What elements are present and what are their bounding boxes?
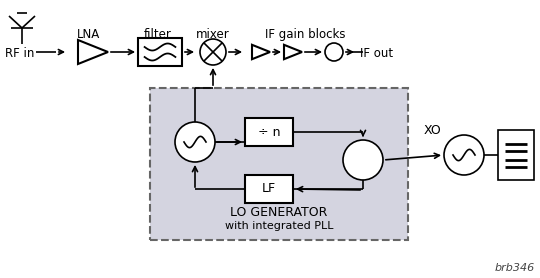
Text: brb346: brb346 — [495, 263, 535, 273]
Text: filter: filter — [144, 28, 172, 41]
Bar — [245, 175, 293, 203]
Bar — [498, 130, 534, 180]
Polygon shape — [284, 45, 302, 59]
Text: LF: LF — [262, 182, 276, 195]
Text: LNA: LNA — [76, 28, 99, 41]
Polygon shape — [78, 40, 108, 64]
Polygon shape — [252, 45, 270, 59]
Circle shape — [175, 122, 215, 162]
Text: XO: XO — [424, 123, 442, 136]
Circle shape — [325, 43, 343, 61]
Text: IF out: IF out — [360, 46, 393, 59]
Bar — [150, 88, 408, 240]
Bar — [245, 118, 293, 146]
Bar — [138, 38, 182, 66]
Circle shape — [200, 39, 226, 65]
Circle shape — [343, 140, 383, 180]
Text: RF in: RF in — [5, 46, 35, 59]
Text: IF gain blocks: IF gain blocks — [265, 28, 345, 41]
Text: ÷ n: ÷ n — [258, 125, 280, 138]
Circle shape — [444, 135, 484, 175]
Text: mixer: mixer — [196, 28, 230, 41]
Text: with integrated PLL: with integrated PLL — [225, 221, 333, 231]
Text: LO GENERATOR: LO GENERATOR — [231, 205, 328, 219]
